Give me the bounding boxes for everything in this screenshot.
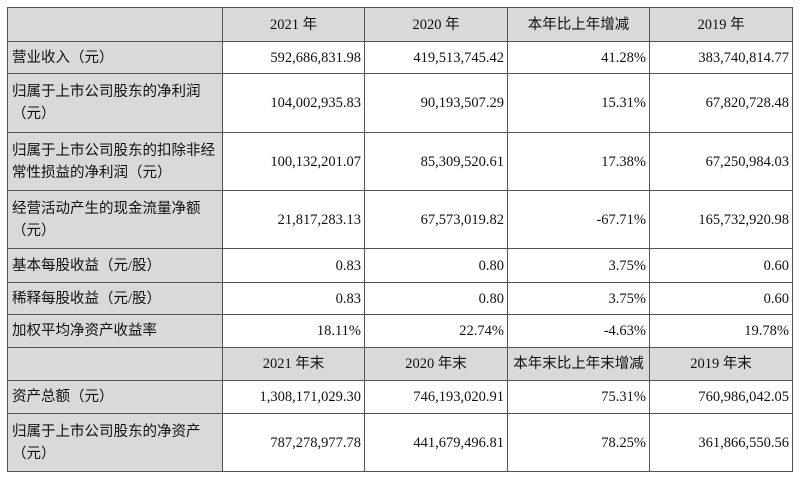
header-corner: [7, 7, 223, 42]
cell-value: 0.80: [364, 248, 508, 283]
table-row: 营业收入（元） 592,686,831.98 419,513,745.42 41.28…: [7, 41, 793, 74]
table-row: 稀释每股收益（元/股） 0.83 0.80 3.75% 0.60: [7, 282, 793, 315]
table-row: 基本每股收益（元/股） 0.83 0.80 3.75% 0.60: [7, 248, 793, 283]
row-label: 归属于上市公司股东的净利润（元）: [7, 73, 223, 133]
column-header: 2019 年: [649, 7, 793, 42]
table-row: 经营活动产生的现金流量净额（元） 21,817,283.13 67,573,019.…: [7, 190, 793, 249]
cell-value: 760,986,042.05: [649, 380, 793, 414]
cell-value: 3.75%: [507, 282, 650, 315]
cell-value: 100,132,201.07: [222, 132, 365, 191]
cell-value: 75.31%: [507, 380, 650, 414]
cell-value: 3.75%: [507, 248, 650, 283]
cell-value: 19.78%: [649, 314, 793, 348]
column-header: 2020 年末: [364, 347, 508, 381]
cell-value: 104,002,935.83: [222, 73, 365, 133]
column-header: 2020 年: [364, 7, 508, 42]
cell-value: 67,573,019.82: [364, 190, 508, 249]
table-row: 归属于上市公司股东的扣除非经常性损益的净利润（元） 100,132,201.07 8…: [7, 132, 793, 191]
row-label: 资产总额（元）: [7, 380, 223, 414]
column-header: 2019 年末: [649, 347, 793, 381]
row-label: 基本每股收益（元/股）: [7, 248, 223, 283]
cell-value: 0.83: [222, 248, 365, 283]
cell-value: 419,513,745.42: [364, 41, 508, 74]
cell-value: 361,866,550.56: [649, 413, 793, 472]
cell-value: 41.28%: [507, 41, 650, 74]
row-label: 稀释每股收益（元/股）: [7, 282, 223, 315]
header-row: 2021 年末 2020 年末 本年末比上年末增减 2019 年末: [7, 347, 793, 381]
column-header: 本年比上年增减: [507, 7, 650, 42]
cell-value: 0.83: [222, 282, 365, 315]
row-label: 归属于上市公司股东的净资产（元）: [7, 413, 223, 472]
cell-value: 592,686,831.98: [222, 41, 365, 74]
row-label: 经营活动产生的现金流量净额（元）: [7, 190, 223, 249]
cell-value: 90,193,507.29: [364, 73, 508, 133]
cell-value: 0.60: [649, 282, 793, 315]
cell-value: 67,820,728.48: [649, 73, 793, 133]
table-row: 资产总额（元） 1,308,171,029.30 746,193,020.91 75.…: [7, 380, 793, 414]
cell-value: 383,740,814.77: [649, 41, 793, 74]
table-row: 归属于上市公司股东的净利润（元） 104,002,935.83 90,193,507…: [7, 73, 793, 133]
cell-value: -4.63%: [507, 314, 650, 348]
row-label: 营业收入（元）: [7, 41, 223, 74]
cell-value: 746,193,020.91: [364, 380, 508, 414]
cell-value: 22.74%: [364, 314, 508, 348]
table-row: 归属于上市公司股东的净资产（元） 787,278,977.78 441,679,49…: [7, 413, 793, 472]
column-header: 2021 年: [222, 7, 365, 42]
cell-value: 0.80: [364, 282, 508, 315]
cell-value: 18.11%: [222, 314, 365, 348]
cell-value: 0.60: [649, 248, 793, 283]
cell-value: 787,278,977.78: [222, 413, 365, 472]
cell-value: 441,679,496.81: [364, 413, 508, 472]
cell-value: 165,732,920.98: [649, 190, 793, 249]
cell-value: 17.38%: [507, 132, 650, 191]
financial-summary-table: 2021 年 2020 年本年比上年增减 2019 年营业收入（元） 592,686,…: [7, 7, 793, 472]
header-corner: [7, 347, 223, 381]
cell-value: 78.25%: [507, 413, 650, 472]
cell-value: 67,250,984.03: [649, 132, 793, 191]
cell-value: 85,309,520.61: [364, 132, 508, 191]
column-header: 2021 年末: [222, 347, 365, 381]
cell-value: 15.31%: [507, 73, 650, 133]
row-label: 归属于上市公司股东的扣除非经常性损益的净利润（元）: [7, 132, 223, 191]
row-label: 加权平均净资产收益率: [7, 314, 223, 348]
column-header: 本年末比上年末增减: [507, 347, 650, 381]
header-row: 2021 年 2020 年本年比上年增减 2019 年: [7, 7, 793, 42]
cell-value: -67.71%: [507, 190, 650, 249]
cell-value: 1,308,171,029.30: [222, 380, 365, 414]
cell-value: 21,817,283.13: [222, 190, 365, 249]
table-row: 加权平均净资产收益率 18.11% 22.74% -4.63% 19.78%: [7, 314, 793, 348]
